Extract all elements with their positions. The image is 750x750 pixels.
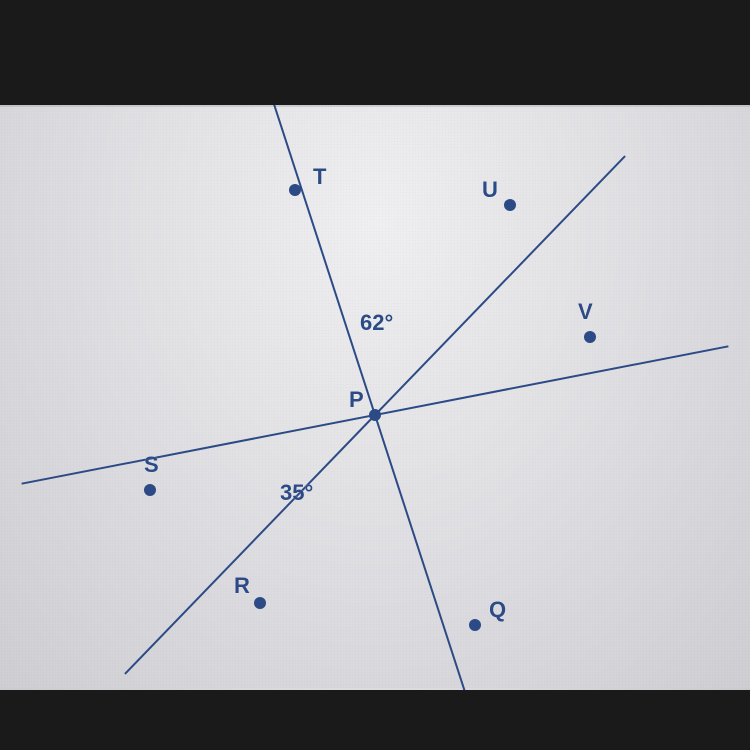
photo-frame: T U V S R Q P 62° 35° bbox=[0, 0, 750, 750]
label-V: V bbox=[578, 299, 593, 324]
label-R: R bbox=[234, 573, 250, 598]
point-V bbox=[584, 331, 596, 343]
point-T bbox=[289, 184, 301, 196]
label-T: T bbox=[313, 164, 327, 189]
angle-labels-group: 62° 35° bbox=[280, 310, 393, 505]
point-S bbox=[144, 484, 156, 496]
point-U bbox=[504, 199, 516, 211]
label-P: P bbox=[349, 387, 364, 412]
point-R bbox=[254, 597, 266, 609]
point-P bbox=[369, 409, 381, 421]
label-Q: Q bbox=[489, 597, 506, 622]
lines-group bbox=[22, 105, 729, 690]
angle-label-SR: 35° bbox=[280, 480, 313, 505]
point-Q bbox=[469, 619, 481, 631]
label-S: S bbox=[144, 452, 159, 477]
label-U: U bbox=[482, 177, 498, 202]
geometry-diagram: T U V S R Q P 62° 35° bbox=[0, 105, 750, 690]
angle-label-TU: 62° bbox=[360, 310, 393, 335]
